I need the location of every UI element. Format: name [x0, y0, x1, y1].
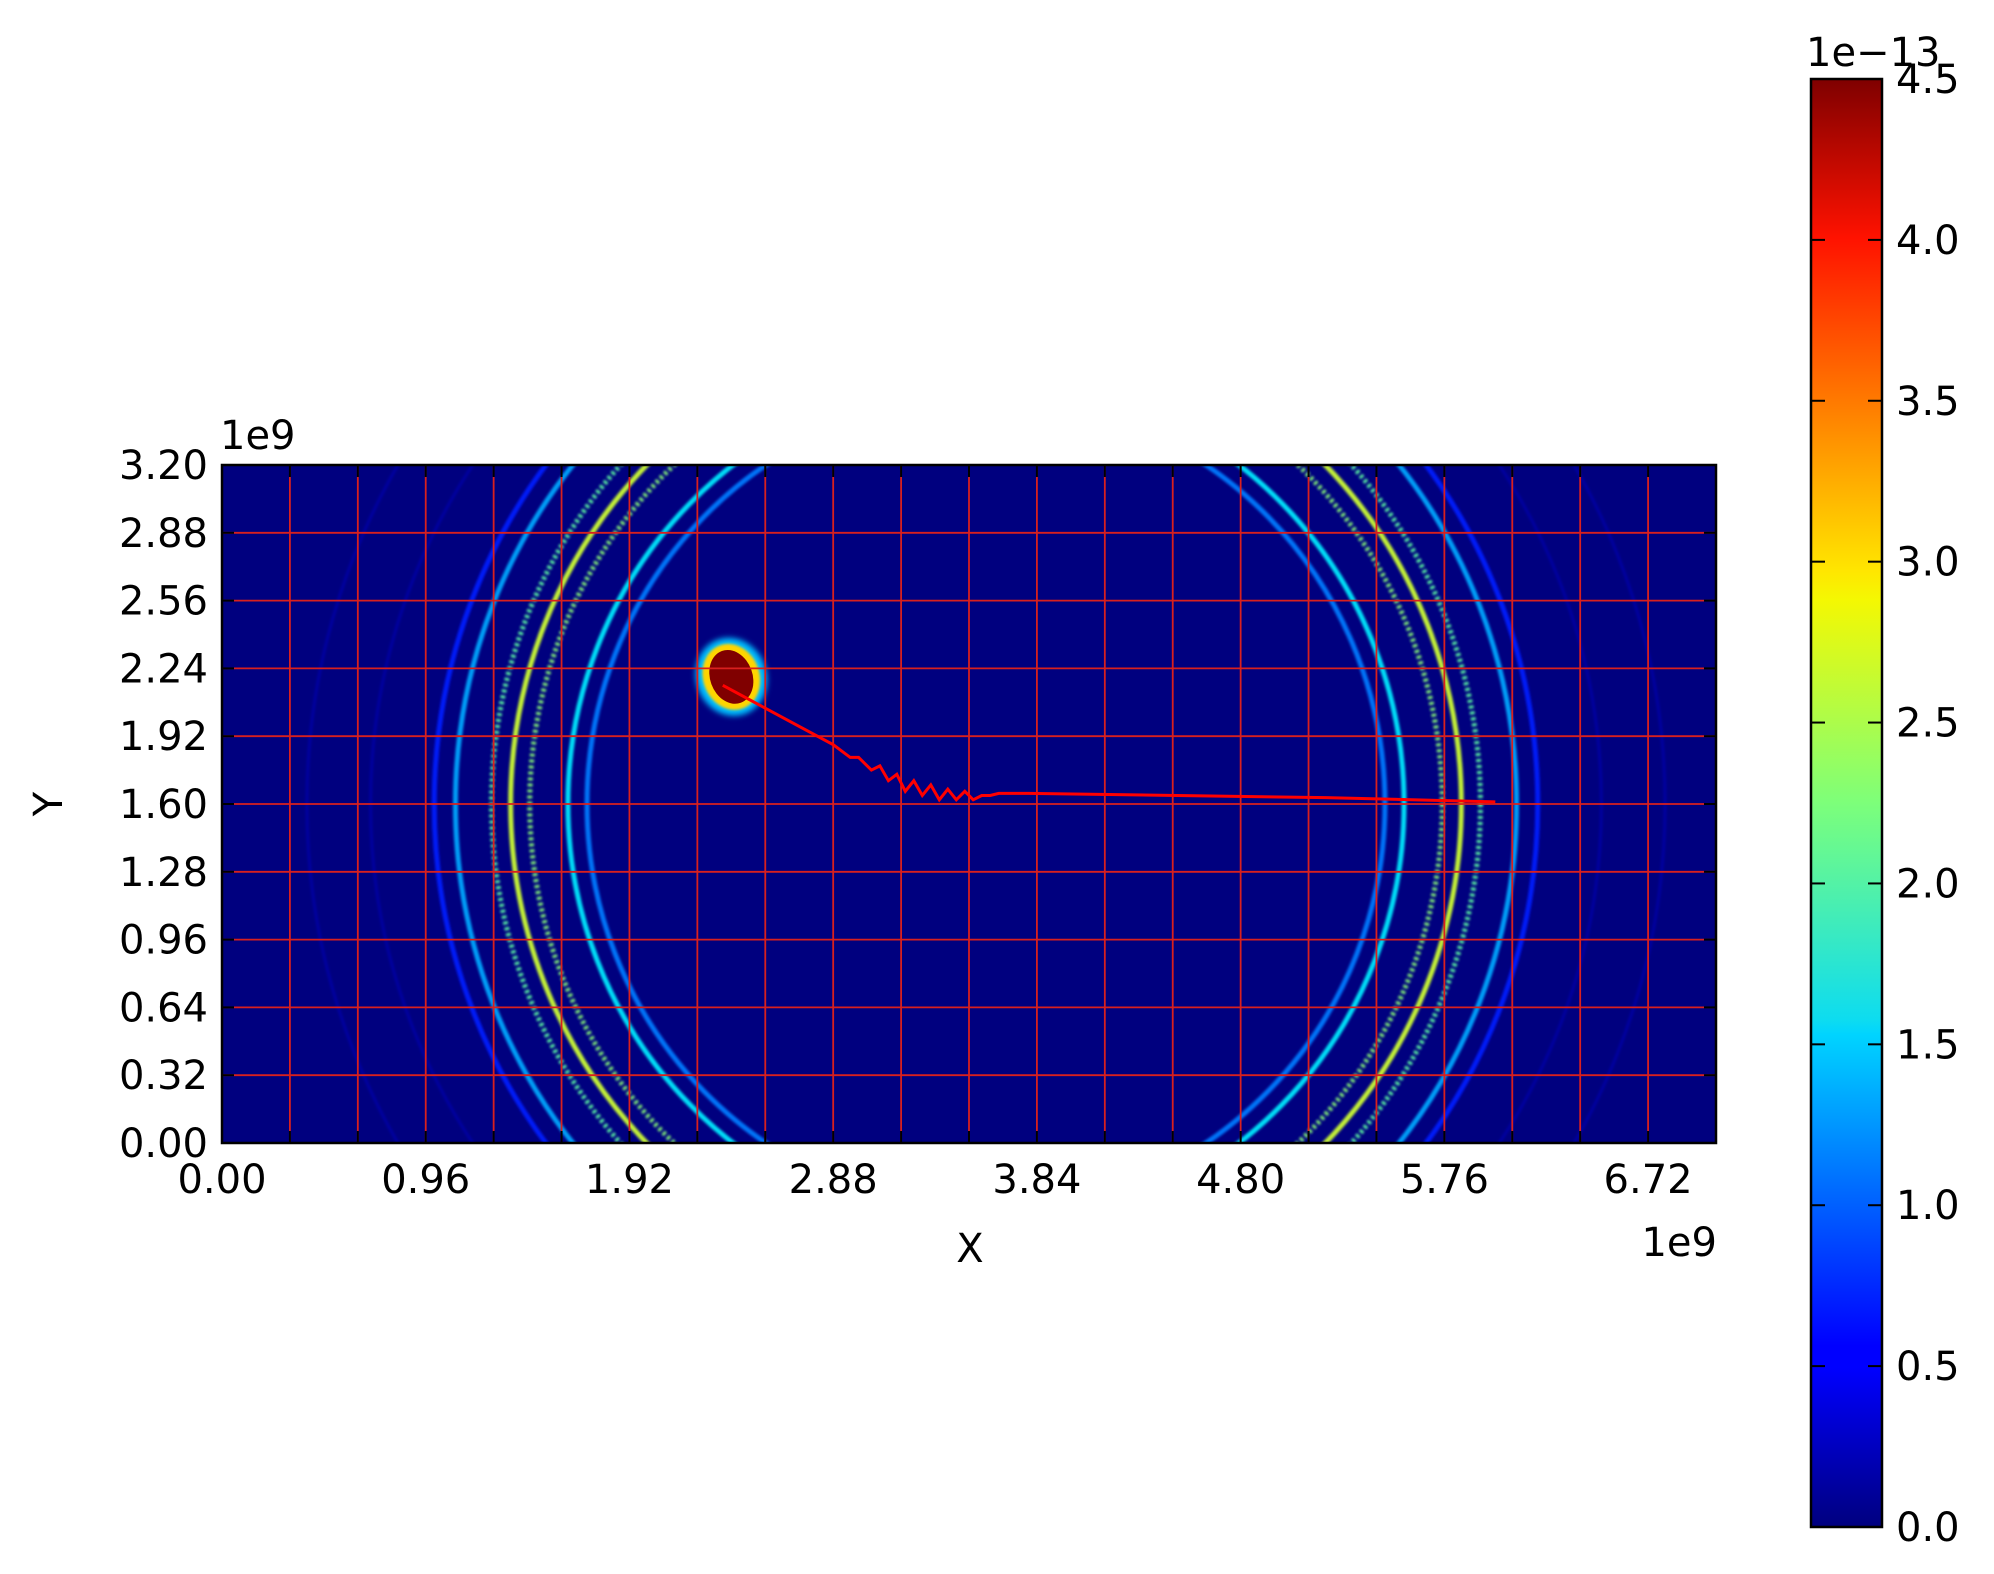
y-tick-label: 1.60 [119, 782, 208, 828]
colorbar-tick-label: 0.5 [1896, 1344, 1960, 1390]
y-tick-label: 1.28 [119, 850, 208, 896]
colorbar-tick-label: 3.5 [1896, 379, 1960, 425]
x-tick-label: 1.92 [585, 1157, 674, 1203]
y-tick-label: 2.24 [119, 646, 208, 692]
y-axis-label: Y [26, 791, 72, 817]
y-axis-ticks: 0.00 0.32 0.64 0.96 1.28 1.60 1.92 2.24 2.56 2.88… [119, 443, 1716, 1167]
y-tick-label: 0.00 [119, 1121, 208, 1167]
x-axis-offset-text: 1e9 [1641, 1220, 1717, 1266]
colorbar-ticks: 0.0 0.5 1.0 1.5 2.0 2.5 3.0 3.5 4.0 4.5 [1811, 57, 1960, 1551]
colorbar-tick-label: 3.0 [1896, 540, 1960, 586]
colorbar-tick-label: 2.5 [1896, 701, 1960, 747]
x-tick-label: 3.84 [992, 1157, 1081, 1203]
y-tick-label: 3.20 [119, 443, 208, 489]
trajectory-line [722, 683, 1496, 804]
x-tick-label: 2.88 [789, 1157, 878, 1203]
y-tick-label: 2.88 [119, 511, 208, 557]
y-tick-label: 0.64 [119, 985, 208, 1031]
colorbar-tick-label: 1.5 [1896, 1022, 1960, 1068]
colorbar-tick-label: 4.5 [1896, 57, 1960, 103]
y-tick-label: 1.92 [119, 714, 208, 760]
colorbar-tick-label: 0.0 [1896, 1505, 1960, 1551]
x-tick-label: 6.72 [1604, 1157, 1693, 1203]
y-axis-offset-text: 1e9 [220, 413, 296, 459]
x-axis-label: X [956, 1226, 983, 1272]
colorbar-tick-label: 1.0 [1896, 1183, 1960, 1229]
colorbar: 0.0 0.5 1.0 1.5 2.0 2.5 3.0 3.5 4.0 4.5 1e−13 [1806, 30, 1960, 1551]
x-tick-label: 5.76 [1400, 1157, 1489, 1203]
y-tick-label: 2.56 [119, 579, 208, 625]
colorbar-tick-label: 4.0 [1896, 218, 1960, 264]
plot-area [220, 463, 1718, 1145]
x-tick-label: 0.96 [381, 1157, 470, 1203]
y-tick-label: 0.32 [119, 1053, 208, 1099]
colorbar-gradient [1809, 77, 1884, 1529]
colorbar-tick-label: 2.0 [1896, 861, 1960, 907]
x-axis-ticks: 0.00 0.96 1.92 2.88 3.84 4.80 5.76 6.72 [177, 465, 1717, 1203]
source-blob-core [709, 649, 754, 704]
source-blob [695, 637, 768, 716]
y-tick-label: 0.96 [119, 918, 208, 964]
grid-lines [222, 465, 1716, 1143]
x-tick-label: 4.80 [1196, 1157, 1285, 1203]
x-tick-label: 0.00 [177, 1157, 266, 1203]
colorbar-offset-text: 1e−13 [1806, 30, 1940, 76]
